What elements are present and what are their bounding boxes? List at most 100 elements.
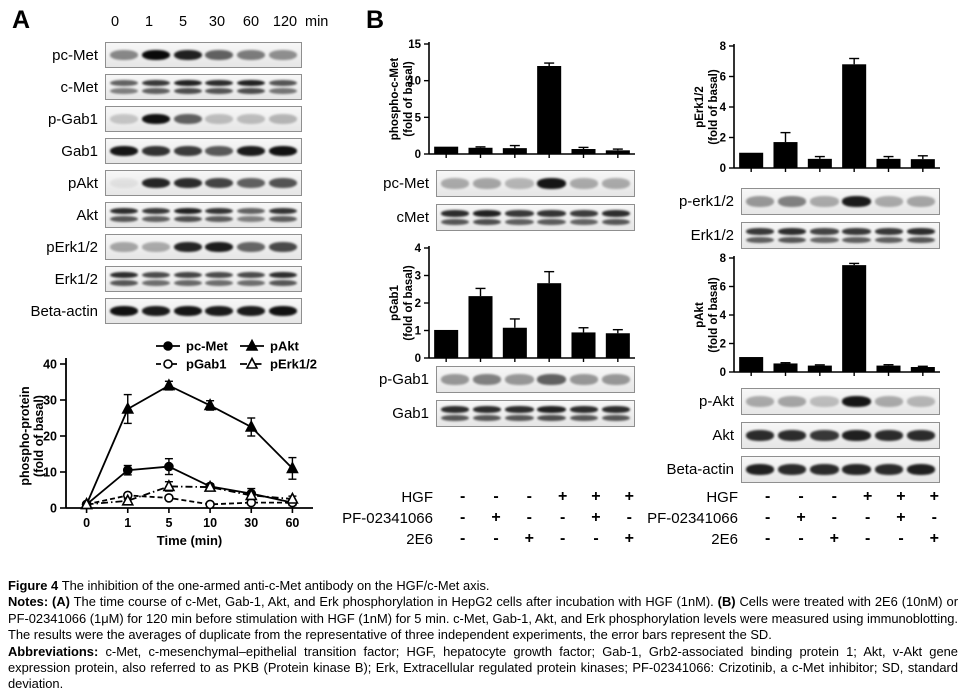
blot-lane — [503, 205, 535, 230]
blot-lane — [267, 299, 299, 323]
bar — [605, 333, 630, 358]
blot-lane — [172, 267, 204, 291]
bar — [807, 158, 832, 168]
blot-lane — [568, 367, 600, 392]
blot-lane — [140, 299, 172, 323]
blot-lane — [744, 423, 776, 448]
blot-band — [269, 113, 298, 125]
blot-band — [778, 236, 807, 244]
time-label: 60 — [242, 14, 260, 30]
blot-band — [205, 145, 234, 157]
phospho-c-met-bar-chart: 0 5 10 15 phospho-c-Met (fold of basal) — [383, 34, 645, 175]
blot-label: p-Gab1 — [378, 371, 429, 388]
svg-text:60: 60 — [285, 516, 299, 530]
blot-lane — [267, 43, 299, 67]
blot-band — [537, 218, 566, 226]
treatment-label: 2E6 — [711, 530, 738, 548]
treatment-label: HGF — [401, 488, 433, 506]
blot-lane — [568, 171, 600, 196]
blot-band — [173, 49, 202, 61]
blot-lane — [140, 43, 172, 67]
blot-lane — [172, 107, 204, 131]
pgab1-svg: 0 1 2 3 4 pGab1 (fold of basal) — [389, 243, 635, 365]
treatment-sign: - — [765, 530, 771, 547]
blot-lane — [235, 43, 267, 67]
svg-text:4: 4 — [720, 310, 727, 322]
blot-band — [205, 216, 234, 223]
data-point — [286, 491, 299, 504]
blot-row: Akt — [2, 202, 302, 228]
blot-band — [109, 88, 138, 95]
blot-band — [269, 271, 298, 278]
series-line — [86, 494, 293, 506]
blot-band — [109, 79, 138, 86]
treatment-sign: + — [624, 488, 634, 505]
blot-band — [505, 178, 534, 189]
blot-lane — [471, 367, 503, 392]
blot-band — [473, 209, 502, 217]
blot-band — [601, 209, 631, 217]
blot-lane — [808, 423, 840, 448]
bar — [434, 146, 459, 154]
treatment-sign: - — [460, 488, 466, 505]
blot-lane — [905, 389, 937, 414]
bar — [537, 66, 562, 154]
blot-lane — [267, 139, 299, 163]
treatment-sign: - — [593, 530, 599, 547]
blot-band — [505, 209, 534, 217]
blot-band — [237, 207, 266, 214]
blot-band — [141, 305, 170, 317]
svg-text:pAkt: pAkt — [270, 339, 300, 354]
blot-label: pc-Met — [383, 175, 429, 192]
panel-a-label: A — [12, 6, 31, 34]
series-line — [85, 384, 294, 505]
blot-band — [745, 464, 775, 475]
blot-band — [237, 49, 266, 61]
blot-lane — [108, 267, 140, 291]
blot-lane — [905, 457, 937, 482]
blot-band — [906, 227, 936, 235]
panel-b-left-blots-bottom: p-Gab1 Gab1 — [333, 366, 635, 434]
treatment-sign: - — [626, 509, 632, 526]
blot-lane — [776, 389, 808, 414]
treatment-sign: - — [831, 488, 837, 505]
blot-image — [436, 366, 635, 393]
blot-lane — [140, 235, 172, 259]
blot-image — [436, 400, 635, 427]
caption-bold-text: (B) — [717, 594, 736, 610]
treatment-sign: + — [796, 509, 806, 526]
blot-row: pc-Met — [2, 42, 302, 68]
blot-band — [109, 49, 138, 61]
blot-band — [537, 178, 566, 189]
blot-lane — [108, 203, 140, 227]
data-point — [164, 493, 174, 503]
blot-band — [440, 218, 470, 226]
blot-lane — [108, 107, 140, 131]
blot-band — [473, 414, 502, 422]
blot-lane — [471, 401, 503, 426]
blot-band — [237, 241, 266, 253]
blot-image — [105, 170, 302, 196]
treatment-sign: - — [831, 509, 837, 526]
blot-label: c-Met — [60, 78, 99, 96]
svg-text:(fold of basal): (fold of basal) — [32, 395, 46, 477]
blot-band — [906, 196, 936, 207]
treatment-sign: - — [765, 509, 771, 526]
blot-band — [778, 464, 807, 475]
blot-band — [440, 405, 470, 413]
bar — [605, 150, 630, 154]
bar — [842, 265, 867, 372]
blot-lane — [776, 189, 808, 214]
blot-band — [505, 374, 534, 385]
blot-label: pErk1/2 — [46, 238, 98, 256]
pakt-svg: 0 2 4 6 8 pAkt (fold of basal) — [694, 253, 940, 379]
svg-text:3: 3 — [415, 271, 421, 283]
blot-lane — [108, 235, 140, 259]
blot-label: cMet — [396, 209, 429, 226]
blot-lane — [439, 401, 471, 426]
blot-band — [810, 430, 839, 441]
bar — [773, 363, 798, 372]
blot-lane — [744, 457, 776, 482]
blot-lane — [471, 171, 503, 196]
blot-row: pAkt — [2, 170, 302, 196]
